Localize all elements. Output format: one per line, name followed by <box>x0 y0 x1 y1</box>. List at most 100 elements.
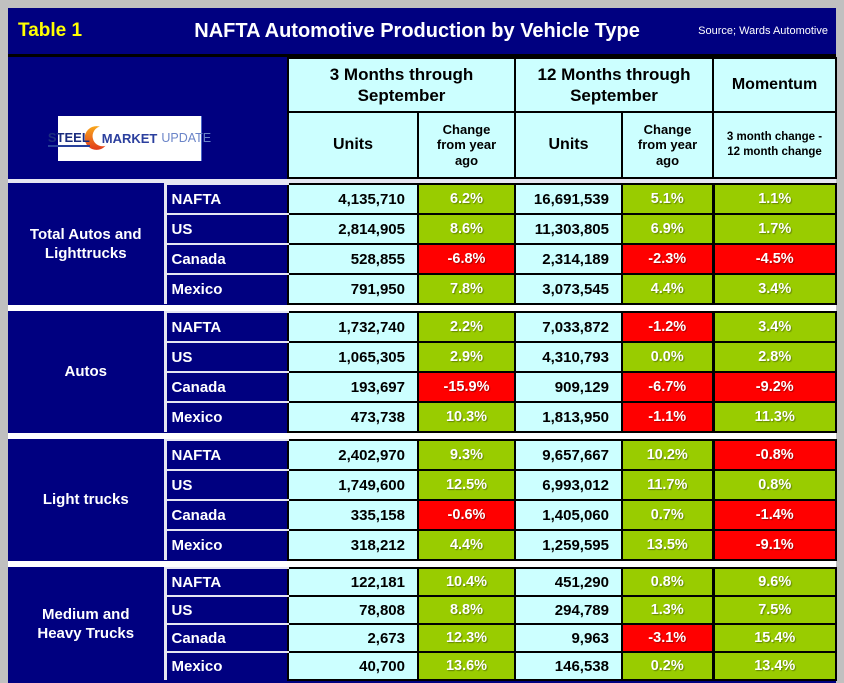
units-12mo-value: 3,073,545 <box>514 273 623 305</box>
category-label: Autos <box>8 312 167 432</box>
region-label: Mexico <box>165 651 288 680</box>
change-3mo-value: 10.3% <box>417 401 516 433</box>
logo-word-steel: STEEL <box>47 129 90 147</box>
change-3mo-value: 6.2% <box>417 183 516 215</box>
change-12mo-value: 0.2% <box>621 651 714 681</box>
units-12mo-value: 1,405,060 <box>514 499 623 531</box>
units-3mo-value: 78,808 <box>287 595 419 625</box>
logo-word-update: UPDATE <box>161 131 212 145</box>
momentum-value: 9.6% <box>711 567 837 597</box>
change-12mo-value: 0.7% <box>621 499 714 531</box>
change-12mo-value: 0.0% <box>621 341 714 373</box>
units-3mo-value: 335,158 <box>287 499 419 531</box>
region-label: NAFTA <box>165 439 288 471</box>
header-units-3mo: Units <box>287 111 419 179</box>
units-3mo-value: 40,700 <box>287 651 419 681</box>
table-row: Autos NAFTA 1,732,740 2.2% 7,033,872 -1.2% 3.4… <box>8 311 837 432</box>
change-3mo-value: 8.6% <box>417 213 516 245</box>
change-3mo-value: -15.9% <box>417 371 516 403</box>
change-12mo-value: 1.3% <box>621 595 714 625</box>
momentum-value: 3.4% <box>711 273 837 305</box>
change-12mo-value: -1.1% <box>621 401 714 433</box>
momentum-value: 7.5% <box>711 595 837 625</box>
region-label: Canada <box>165 623 288 653</box>
region-label: Canada <box>165 499 288 531</box>
category-label: Total Autos and Lighttrucks <box>8 184 167 304</box>
units-3mo-value: 2,673 <box>287 623 419 653</box>
change-3mo-value: 4.4% <box>417 529 516 561</box>
change-3mo-value: -6.8% <box>417 243 516 275</box>
change-12mo-value: 11.7% <box>621 469 714 501</box>
region-label: NAFTA <box>165 311 288 343</box>
region-label: US <box>165 341 288 373</box>
table-row: Canada 335,158 -0.6% 1,405,060 0.7% -1.4% <box>8 499 837 531</box>
momentum-value: 2.8% <box>711 341 837 373</box>
momentum-value: 15.4% <box>711 623 837 653</box>
change-3mo-value: 2.2% <box>417 311 516 343</box>
section-gap <box>8 305 836 311</box>
change-12mo-value: -3.1% <box>621 623 714 653</box>
header-group-3-months: 3 Months through September <box>287 57 516 113</box>
change-12mo-value: 13.5% <box>621 529 714 561</box>
units-3mo-value: 122,181 <box>287 567 419 597</box>
header-section-divider <box>8 179 836 183</box>
header-group-12-months: 12 Months through September <box>513 57 715 113</box>
vehicle-type-section: Autos NAFTA 1,732,740 2.2% 7,033,872 -1.2% 3.4… <box>8 311 837 433</box>
units-12mo-value: 9,657,667 <box>514 439 623 471</box>
momentum-value: 3.4% <box>711 311 837 343</box>
region-label: US <box>165 469 288 501</box>
region-label: Mexico <box>165 273 288 304</box>
region-label: NAFTA <box>165 183 288 215</box>
units-3mo-value: 1,749,600 <box>287 469 419 501</box>
table-row: Mexico 791,950 7.8% 3,073,545 4.4% 3.4% <box>8 273 837 305</box>
change-3mo-value: 2.9% <box>417 341 516 373</box>
change-12mo-value: 5.1% <box>621 183 714 215</box>
table-row: Canada 193,697 -15.9% 909,129 -6.7% -9.2% <box>8 371 837 403</box>
change-3mo-value: 7.8% <box>417 273 516 305</box>
vehicle-type-section: Medium and Heavy Trucks NAFTA 122,181 10.4%… <box>8 567 837 681</box>
change-3mo-value: 12.5% <box>417 469 516 501</box>
change-12mo-value: 4.4% <box>621 273 714 305</box>
units-12mo-value: 6,993,012 <box>514 469 623 501</box>
units-3mo-value: 2,402,970 <box>287 439 419 471</box>
region-label: Canada <box>165 371 288 403</box>
region-label: NAFTA <box>165 567 288 597</box>
table-row: Total Autos and Lighttrucks NAFTA 4,135,71… <box>8 183 837 304</box>
change-12mo-value: 6.9% <box>621 213 714 245</box>
category-label: Medium and Heavy Trucks <box>8 568 167 680</box>
units-12mo-value: 2,314,189 <box>514 243 623 275</box>
header-momentum-formula: 3 month change - 12 month change <box>712 111 838 179</box>
header-change-12mo: Change from year ago <box>620 111 715 179</box>
table-row: Mexico 318,212 4.4% 1,259,595 13.5% -9.1% <box>8 529 837 561</box>
units-12mo-value: 1,813,950 <box>514 401 623 433</box>
title-divider <box>8 54 836 57</box>
change-12mo-value: 10.2% <box>621 439 714 471</box>
region-label: US <box>165 213 288 245</box>
table-row: Canada 528,855 -6.8% 2,314,189 -2.3% -4.5% <box>8 243 837 275</box>
table-row: Mexico 473,738 10.3% 1,813,950 -1.1% 11.3% <box>8 401 837 433</box>
report-table: Table 1 NAFTA Automotive Production by V… <box>8 8 838 683</box>
table-number-label: Table 1 <box>18 20 83 41</box>
change-3mo-value: 8.8% <box>417 595 516 625</box>
source-note: Source; Wards Automotive <box>698 25 828 37</box>
momentum-value: 13.4% <box>711 651 837 681</box>
change-12mo-value: -2.3% <box>621 243 714 275</box>
table-row: US 1,749,600 12.5% 6,993,012 11.7% 0.8% <box>8 469 837 501</box>
units-3mo-value: 2,814,905 <box>287 213 419 245</box>
units-3mo-value: 528,855 <box>287 243 419 275</box>
title-bar: Table 1 NAFTA Automotive Production by V… <box>8 8 836 54</box>
change-3mo-value: 12.3% <box>417 623 516 653</box>
momentum-value: -1.4% <box>711 499 837 531</box>
units-12mo-value: 294,789 <box>514 595 623 625</box>
table-row: US 1,065,305 2.9% 4,310,793 0.0% 2.8% <box>8 341 837 373</box>
momentum-value: -0.8% <box>711 439 837 471</box>
column-header: STEEL MARKET UPDATE 3 Months through <box>8 57 838 179</box>
section-gap <box>8 433 836 439</box>
header-units-12mo: Units <box>514 111 623 179</box>
units-12mo-value: 16,691,539 <box>514 183 623 215</box>
region-label: Mexico <box>165 401 288 432</box>
units-3mo-value: 473,738 <box>287 401 419 433</box>
section-gap <box>8 561 836 567</box>
units-12mo-value: 4,310,793 <box>514 341 623 373</box>
category-label: Light trucks <box>8 440 167 560</box>
